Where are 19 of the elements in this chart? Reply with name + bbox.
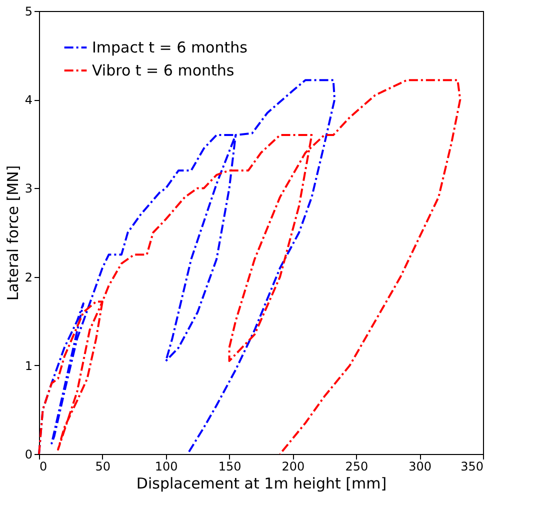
x-tick-label: 200: [282, 460, 305, 474]
x-axis-title: Displacement at 1m height [mm]: [136, 474, 387, 492]
legend-label: Vibro t = 6 months: [92, 62, 234, 80]
y-tick-label: 2: [24, 270, 32, 284]
x-tick-label: 0: [40, 460, 48, 474]
y-tick-label: 1: [24, 358, 32, 373]
x-tick-label: 250: [345, 460, 368, 474]
y-tick-label: 5: [24, 4, 32, 18]
line-series: [38, 79, 462, 455]
x-tick-label: 350: [460, 460, 484, 474]
x-tick-label: 150: [218, 460, 242, 474]
y-tick-label: 3: [24, 182, 32, 196]
y-tick-label: 4: [24, 93, 32, 108]
x-tick-label: 50: [95, 460, 111, 474]
legend-label: Impact t = 6 months: [92, 38, 248, 56]
y-axis-title: Lateral force [MN]: [4, 165, 22, 301]
x-tick-label: 100: [154, 460, 178, 474]
y-tick-label: 0: [24, 448, 32, 462]
x-tick-label: 300: [408, 460, 432, 474]
